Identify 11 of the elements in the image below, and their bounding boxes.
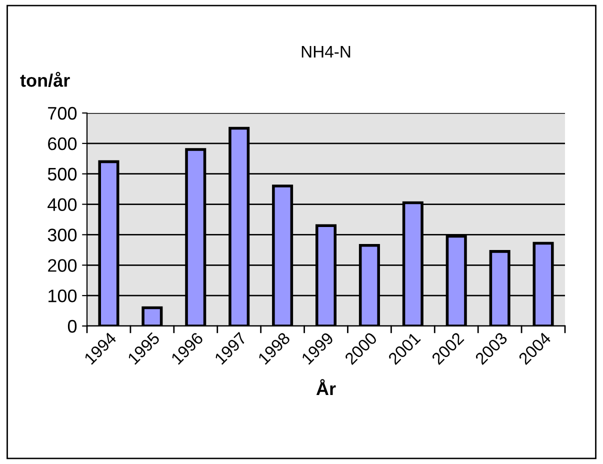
- y-tick-label: 300: [48, 228, 77, 242]
- y-axis-title: ton/år: [20, 72, 70, 88]
- y-tick-label: 500: [48, 168, 77, 181]
- y-tick-label: 700: [48, 106, 77, 120]
- y-tick-label: 200: [48, 259, 77, 272]
- y-tick-label: 100: [48, 290, 77, 302]
- y-tick-label: 600: [48, 137, 77, 150]
- x-axis-title: År: [316, 379, 336, 396]
- y-tick-label: 400: [48, 198, 77, 212]
- y-tick-label: 0: [68, 320, 77, 333]
- chart-title: NH4-N: [302, 46, 350, 58]
